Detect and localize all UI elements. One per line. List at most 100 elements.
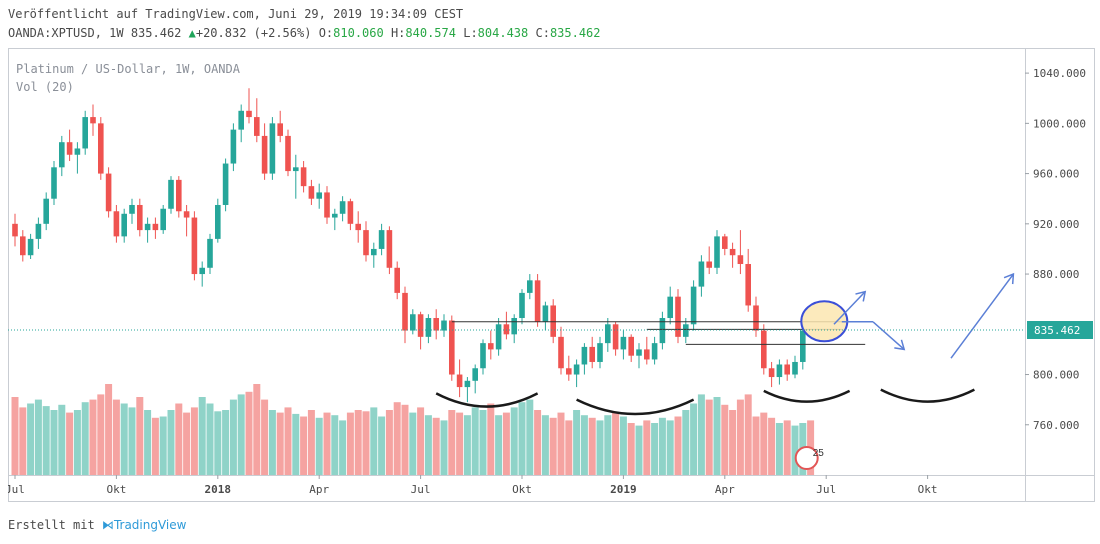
annotations xyxy=(8,272,1025,416)
candle-body xyxy=(43,198,49,224)
candle xyxy=(74,142,81,174)
volume-bar xyxy=(409,412,417,475)
volume-bar xyxy=(565,420,573,475)
candle-body xyxy=(612,324,619,350)
candle xyxy=(66,129,73,162)
volume-bar xyxy=(713,397,721,475)
candle-body xyxy=(659,318,666,344)
volume-bar xyxy=(744,394,752,475)
volume-bar xyxy=(534,410,542,475)
x-tick-label: Jul xyxy=(816,483,836,496)
candle xyxy=(706,246,712,275)
candle-body xyxy=(347,201,354,224)
volume-bar xyxy=(112,399,120,475)
volume-bar xyxy=(674,416,682,475)
candle xyxy=(215,198,221,243)
candle-body xyxy=(27,238,34,256)
candle-body xyxy=(261,135,268,174)
candle xyxy=(12,213,18,247)
volume-bar xyxy=(495,415,503,475)
time-axis[interactable]: Jul Okt 2018 Apr Jul Okt 2019 Apr Jul Okt xyxy=(8,475,938,496)
candle xyxy=(51,161,57,205)
candle xyxy=(503,311,510,340)
volume-bar xyxy=(175,403,183,475)
x-tick-label: Apr xyxy=(715,483,735,496)
candle xyxy=(394,261,400,300)
candle-body xyxy=(207,238,213,268)
candle-body xyxy=(472,368,478,381)
candle xyxy=(378,223,385,256)
y-tick-label: 760.000 xyxy=(1033,419,1079,432)
volume-bar xyxy=(729,410,737,475)
candle xyxy=(144,217,151,243)
volume-bar xyxy=(136,397,144,475)
tradingview-brand[interactable]: TradingView xyxy=(113,518,187,532)
candle xyxy=(729,242,736,268)
candle xyxy=(550,299,556,344)
candle xyxy=(113,204,120,243)
candle-body xyxy=(238,110,244,130)
volume-bar xyxy=(11,397,19,475)
candle-body xyxy=(316,192,322,199)
cup-arc xyxy=(880,388,975,403)
volume-bar xyxy=(261,399,269,475)
candle-body xyxy=(784,364,790,375)
chart-area[interactable]: 1040.000 1000.000 960.000 920.000 880.000 800… xyxy=(8,48,1095,502)
candle xyxy=(768,361,775,388)
candle-body xyxy=(363,230,369,256)
candle xyxy=(371,242,377,268)
candle xyxy=(386,226,393,275)
volume-bar xyxy=(339,420,347,475)
candle xyxy=(675,289,681,344)
candle-body xyxy=(667,296,673,319)
candle-body xyxy=(441,320,447,331)
volume-bar xyxy=(487,403,495,475)
volume-bar xyxy=(432,417,440,475)
candle-body xyxy=(402,292,408,331)
candle xyxy=(293,154,299,199)
candle-body xyxy=(690,286,697,325)
candle-body xyxy=(66,142,73,155)
last-price-badge xyxy=(1027,320,1093,339)
candle-body xyxy=(51,167,57,199)
event-badge[interactable]: 25 xyxy=(794,446,825,470)
candle-body xyxy=(378,230,385,249)
price-axis[interactable]: 1040.000 1000.000 960.000 920.000 880.000 800… xyxy=(1025,67,1093,432)
volume-bar xyxy=(705,399,713,475)
candle-body xyxy=(449,320,455,375)
tradingview-logo-icon[interactable]: ⧑ xyxy=(101,518,114,532)
volume-bar xyxy=(518,402,526,475)
candle xyxy=(176,176,182,218)
volume-bar xyxy=(580,415,588,475)
candle-body xyxy=(121,213,127,237)
candle xyxy=(620,330,627,360)
volume-bar xyxy=(66,412,74,475)
candle xyxy=(285,129,291,177)
candle xyxy=(456,359,463,398)
candle xyxy=(519,289,525,325)
low-value: 804.438 xyxy=(477,26,529,40)
price-chart[interactable]: 1040.000 1000.000 960.000 920.000 880.000 800… xyxy=(8,48,1095,502)
volume-bar xyxy=(284,407,292,475)
volume-bar xyxy=(635,425,643,475)
candle-body xyxy=(581,346,588,365)
candle xyxy=(628,334,634,362)
candle xyxy=(300,161,307,193)
x-tick-label: 2019 xyxy=(610,483,637,496)
volume-bar xyxy=(768,417,776,475)
y-tick-label: 1040.000 xyxy=(1033,67,1086,80)
candle xyxy=(659,311,666,350)
volume-bar xyxy=(27,403,35,475)
candle xyxy=(573,359,580,388)
candle-body xyxy=(74,148,81,155)
volume-bar xyxy=(300,416,308,475)
candle xyxy=(82,110,88,155)
candle-body xyxy=(464,380,471,388)
candle-body xyxy=(644,349,650,360)
volume-bar xyxy=(370,407,378,475)
candle-body xyxy=(433,318,439,331)
candle xyxy=(90,104,96,136)
candle-body xyxy=(729,248,736,256)
x-tick-label: Jul xyxy=(8,483,25,496)
volume-bar xyxy=(190,407,198,475)
